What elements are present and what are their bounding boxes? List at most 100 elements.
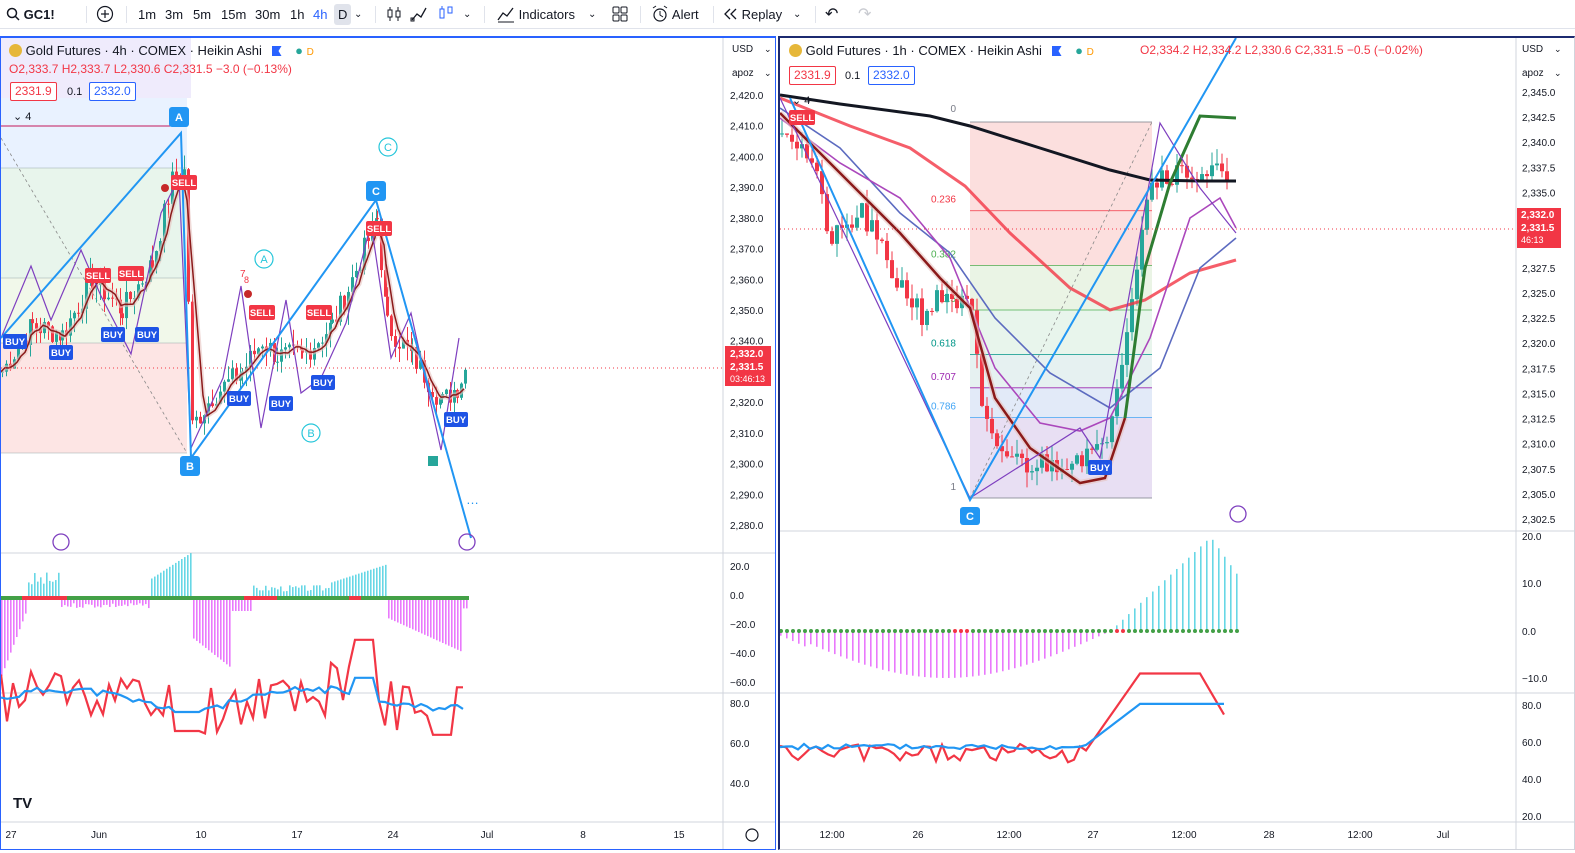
undo-icon[interactable]: ↶ xyxy=(825,6,839,23)
wave-circle xyxy=(254,249,274,269)
macd-bar xyxy=(31,584,33,598)
interval-30m[interactable]: 30m xyxy=(255,7,281,22)
macd-bar xyxy=(990,631,992,674)
replay-button[interactable]: Replay xyxy=(722,0,782,29)
settings-gear-icon[interactable] xyxy=(745,828,759,842)
left-scale-chevron-down-icon[interactable]: ⌄ xyxy=(764,68,772,78)
last-price-label: 2,331.5 xyxy=(1521,223,1555,234)
right-sell-price-button[interactable]: 2331.9 xyxy=(789,66,836,85)
candle xyxy=(980,353,984,406)
macd-signal-dot xyxy=(220,596,223,600)
macd-signal-dot xyxy=(989,629,993,633)
macd-bar xyxy=(187,555,189,598)
macd-signal-dot xyxy=(331,596,334,600)
flag-icon[interactable] xyxy=(271,46,282,56)
macd-bar xyxy=(984,631,986,675)
macd-signal-dot xyxy=(1073,629,1077,633)
candle xyxy=(51,326,54,342)
candle xyxy=(73,312,76,319)
bars-style-button[interactable] xyxy=(385,0,403,29)
macd-bar xyxy=(301,585,303,598)
right-chart-pane[interactable]: 0 0.236 0.382 0.5 0.618 0.707 0.786 1 2,345.0 2,3… xyxy=(778,36,1575,850)
left-sell-price-button[interactable]: 2331.9 xyxy=(10,82,57,101)
macd-signal-dot xyxy=(439,596,442,600)
redo-icon[interactable]: ↷ xyxy=(858,6,872,23)
replay-arrow-icon[interactable] xyxy=(52,533,70,551)
right-chart-canvas[interactable]: 0 0.236 0.382 0.5 0.618 0.707 0.786 1 2,345.0 2,3… xyxy=(780,38,1575,850)
replay-dropdown-chevron-down-icon[interactable]: ⌄ xyxy=(793,9,802,20)
right-scale-chevron-down-icon[interactable]: ⌄ xyxy=(1554,68,1562,78)
candle xyxy=(1095,444,1099,450)
right-currency-button[interactable]: USD xyxy=(1522,44,1544,55)
ellipsis-icon[interactable]: … xyxy=(466,492,479,507)
lightning-icon[interactable] xyxy=(458,533,476,551)
macd-bar xyxy=(352,575,354,598)
right-scale-mode-button[interactable]: apoz xyxy=(1522,68,1544,79)
left-currency-button[interactable]: USD xyxy=(732,44,754,55)
macd-signal-dot xyxy=(388,596,391,600)
macd-signal-dot xyxy=(265,596,268,600)
macd-bar xyxy=(930,631,932,678)
macd-bar xyxy=(76,598,78,608)
indicators-button[interactable]: Indicators xyxy=(497,0,575,29)
left-chart-pane[interactable]: 2,420.0 2,410.0 2,400.0 2,390.0 2,380.0 2,370… xyxy=(0,36,776,850)
right-buy-price-button[interactable]: 2332.0 xyxy=(868,66,915,85)
macd-bar xyxy=(112,598,114,604)
layouts-button[interactable] xyxy=(611,0,629,29)
macd-bar xyxy=(73,598,75,604)
interval-15m[interactable]: 15m xyxy=(221,7,247,22)
lightning-icon[interactable] xyxy=(1229,505,1247,523)
right-currency-chevron-down-icon[interactable]: ⌄ xyxy=(1554,44,1562,54)
interval-d[interactable]: D xyxy=(334,4,352,25)
candle xyxy=(800,144,804,149)
alert-button[interactable]: Alert xyxy=(651,0,699,29)
macd-signal-dot xyxy=(409,596,412,600)
macd-bar xyxy=(906,631,908,675)
candle xyxy=(850,224,854,228)
left-currency-chevron-down-icon[interactable]: ⌄ xyxy=(764,44,772,54)
left-chart-canvas[interactable]: 2,420.0 2,410.0 2,400.0 2,390.0 2,380.0 2,370… xyxy=(1,38,776,850)
macd-signal-dot xyxy=(1205,629,1209,633)
tradingview-logo[interactable]: TV xyxy=(13,795,32,812)
left-buy-price-button[interactable]: 2332.0 xyxy=(89,82,136,101)
sell-signal xyxy=(249,305,275,320)
interval-1h[interactable]: 1h xyxy=(290,7,305,22)
right-symbol-title: Gold Futures · 1h · COMEX · Heikin Ashi xyxy=(805,43,1042,58)
macd-signal-dot xyxy=(349,596,352,600)
interval-4h[interactable]: 4h xyxy=(313,7,328,22)
compare-symbol-button[interactable] xyxy=(96,0,114,29)
indicators-dropdown-chevron-down-icon[interactable]: ⌄ xyxy=(588,9,597,20)
heikin-ashi-button[interactable] xyxy=(437,0,455,29)
macd-bar xyxy=(4,598,6,669)
right-collapse-toggle[interactable]: ⌄ 4 xyxy=(792,95,811,107)
macd-bar xyxy=(319,585,321,598)
left-price-axis[interactable] xyxy=(723,38,776,850)
macd-bar xyxy=(1092,631,1094,640)
flag-icon[interactable] xyxy=(1051,46,1062,56)
left-legend[interactable]: Gold Futures · 4h · COMEX · Heikin Ashi … xyxy=(9,43,314,58)
wave-label: B xyxy=(307,428,314,440)
right-legend[interactable]: Gold Futures · 1h · COMEX · Heikin Ashi … xyxy=(789,43,1094,58)
candle xyxy=(795,141,799,149)
macd-bar xyxy=(412,598,414,630)
buy-signal-label: BUY xyxy=(313,378,334,389)
macd-bar xyxy=(217,598,219,658)
macd-signal-dot xyxy=(941,629,945,633)
symbol-search[interactable]: GC1! xyxy=(6,0,55,29)
candle xyxy=(1180,165,1184,167)
left-collapse-toggle[interactable]: ⌄ 4 xyxy=(13,111,32,123)
right-rsi-tick: 20.0 xyxy=(1522,812,1542,823)
line-style-button[interactable] xyxy=(410,0,428,29)
interval-1m[interactable]: 1m xyxy=(138,7,157,22)
interval-5m[interactable]: 5m xyxy=(193,7,212,22)
interval-3m[interactable]: 3m xyxy=(165,7,184,22)
sell-signal-label: SELL xyxy=(172,178,196,189)
interval-dropdown-chevron-down-icon[interactable]: ⌄ xyxy=(354,9,363,20)
macd-bar xyxy=(466,598,468,609)
style-dropdown-chevron-down-icon[interactable]: ⌄ xyxy=(463,9,472,20)
macd-signal-dot xyxy=(364,596,367,600)
right-rsi-tick: 40.0 xyxy=(1522,775,1542,786)
macd-bar xyxy=(1158,585,1160,631)
candle xyxy=(1140,229,1144,270)
left-scale-mode-button[interactable]: apoz xyxy=(732,68,754,79)
